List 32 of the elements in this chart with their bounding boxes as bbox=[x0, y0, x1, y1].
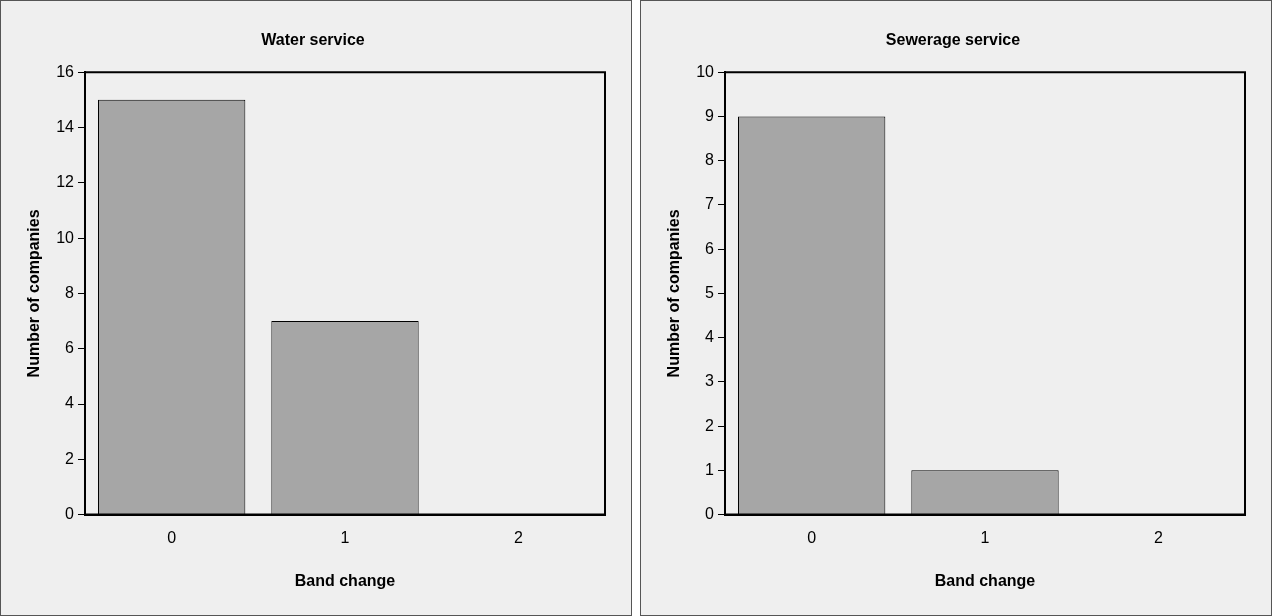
x-axis-title: Band change bbox=[294, 571, 396, 589]
y-tick-label: 8 bbox=[65, 283, 75, 301]
y-axis-title: Number of companies bbox=[665, 209, 683, 378]
y-tick-label: 8 bbox=[705, 151, 715, 169]
y-tick-label: 5 bbox=[705, 283, 715, 301]
y-tick-label: 6 bbox=[65, 339, 75, 357]
x-axis-title: Band change bbox=[934, 571, 1036, 589]
x-tick-label: 0 bbox=[167, 528, 177, 546]
y-tick-label: 7 bbox=[705, 195, 715, 213]
y-tick-label: 9 bbox=[705, 106, 715, 124]
y-tick-label: 6 bbox=[705, 239, 715, 257]
y-axis-title: Number of companies bbox=[25, 209, 43, 378]
y-tick-label: 4 bbox=[705, 328, 715, 346]
y-tick-label: 2 bbox=[65, 449, 75, 467]
y-tick-label: 0 bbox=[705, 505, 715, 523]
x-tick-label: 1 bbox=[340, 528, 350, 546]
chart-title: Sewerage service bbox=[885, 31, 1021, 49]
x-tick-label: 2 bbox=[513, 528, 523, 546]
x-tick-label: 0 bbox=[807, 528, 817, 546]
x-tick-label: 1 bbox=[980, 528, 990, 546]
y-tick-label: 10 bbox=[56, 228, 75, 246]
chart-title: Water service bbox=[261, 31, 365, 49]
x-tick-label: 2 bbox=[1153, 528, 1163, 546]
y-tick-label: 10 bbox=[696, 62, 715, 80]
y-tick-label: 4 bbox=[65, 394, 75, 412]
y-tick-label: 0 bbox=[65, 505, 75, 523]
y-tick-label: 2 bbox=[705, 416, 715, 434]
y-tick-label: 3 bbox=[705, 372, 715, 390]
y-tick-label: 16 bbox=[56, 62, 75, 80]
y-tick-label: 1 bbox=[705, 460, 715, 478]
y-tick-label: 14 bbox=[56, 117, 75, 135]
y-tick-label: 12 bbox=[56, 173, 75, 191]
